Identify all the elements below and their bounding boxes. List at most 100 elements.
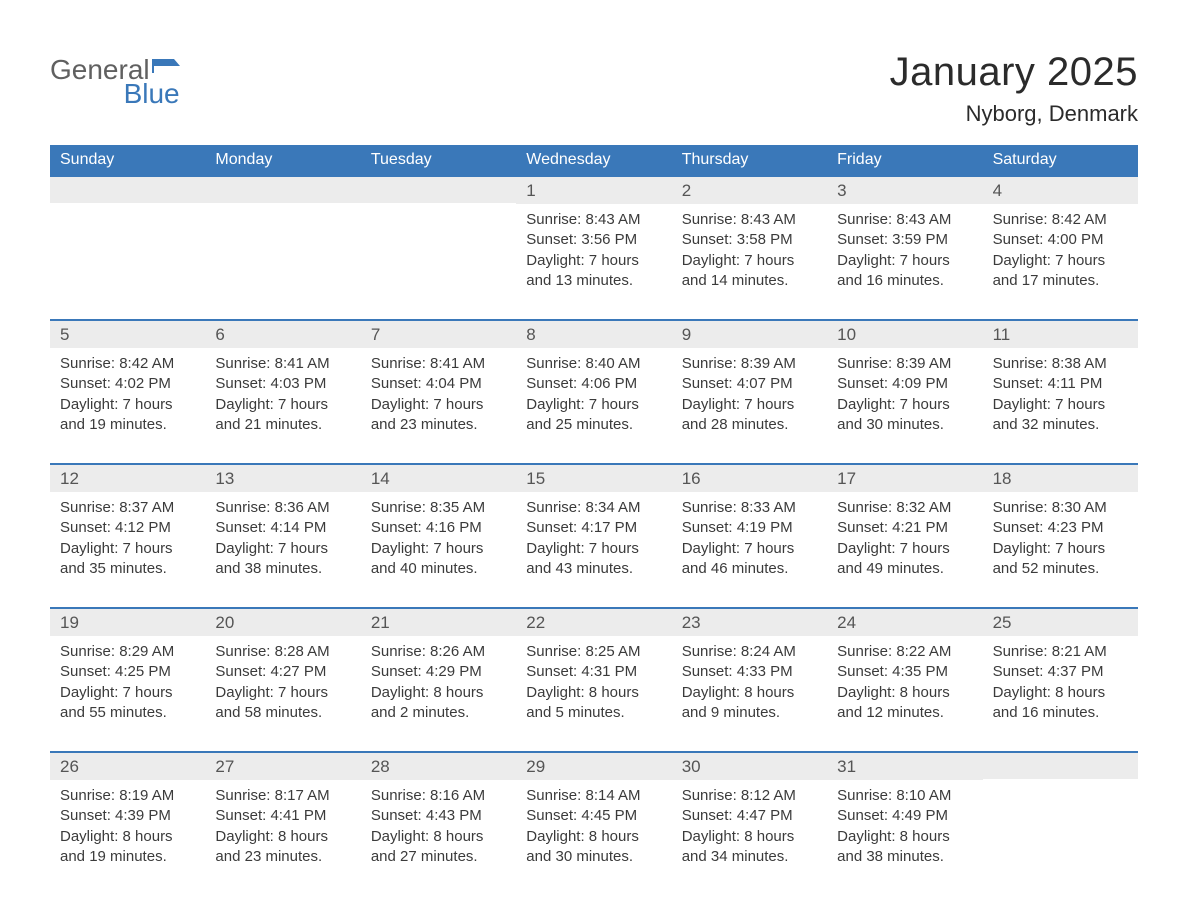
detail-daylight1: Daylight: 7 hours — [215, 395, 350, 415]
dayname-wednesday: Wednesday — [516, 145, 671, 175]
day-number: 1 — [516, 177, 671, 204]
day-number: 31 — [827, 753, 982, 780]
detail-sunrise: Sunrise: 8:37 AM — [60, 498, 195, 518]
detail-daylight1: Daylight: 8 hours — [526, 683, 661, 703]
detail-sunset: Sunset: 4:33 PM — [682, 662, 817, 682]
detail-daylight1: Daylight: 8 hours — [526, 827, 661, 847]
detail-daylight2: and 13 minutes. — [526, 271, 661, 291]
detail-sunrise: Sunrise: 8:41 AM — [215, 354, 350, 374]
detail-sunset: Sunset: 4:21 PM — [837, 518, 972, 538]
day-number: 24 — [827, 609, 982, 636]
day-detail: Sunrise: 8:29 AMSunset: 4:25 PMDaylight:… — [50, 636, 205, 723]
day-number — [361, 177, 516, 203]
detail-sunset: Sunset: 4:27 PM — [215, 662, 350, 682]
day-detail: Sunrise: 8:39 AMSunset: 4:07 PMDaylight:… — [672, 348, 827, 435]
detail-sunrise: Sunrise: 8:29 AM — [60, 642, 195, 662]
detail-sunset: Sunset: 4:06 PM — [526, 374, 661, 394]
detail-daylight1: Daylight: 7 hours — [60, 683, 195, 703]
day-detail: Sunrise: 8:21 AMSunset: 4:37 PMDaylight:… — [983, 636, 1138, 723]
detail-sunset: Sunset: 4:29 PM — [371, 662, 506, 682]
detail-daylight2: and 34 minutes. — [682, 847, 817, 867]
detail-daylight2: and 55 minutes. — [60, 703, 195, 723]
day-number: 12 — [50, 465, 205, 492]
detail-daylight1: Daylight: 7 hours — [993, 251, 1128, 271]
calendar-cell: 14Sunrise: 8:35 AMSunset: 4:16 PMDayligh… — [361, 465, 516, 585]
detail-sunset: Sunset: 4:03 PM — [215, 374, 350, 394]
day-detail: Sunrise: 8:42 AMSunset: 4:02 PMDaylight:… — [50, 348, 205, 435]
calendar-cell: 8Sunrise: 8:40 AMSunset: 4:06 PMDaylight… — [516, 321, 671, 441]
detail-daylight2: and 25 minutes. — [526, 415, 661, 435]
detail-sunrise: Sunrise: 8:24 AM — [682, 642, 817, 662]
detail-sunrise: Sunrise: 8:33 AM — [682, 498, 817, 518]
day-detail: Sunrise: 8:43 AMSunset: 3:59 PMDaylight:… — [827, 204, 982, 291]
day-detail: Sunrise: 8:38 AMSunset: 4:11 PMDaylight:… — [983, 348, 1138, 435]
day-number: 6 — [205, 321, 360, 348]
calendar-cell: 29Sunrise: 8:14 AMSunset: 4:45 PMDayligh… — [516, 753, 671, 873]
month-title: January 2025 — [890, 50, 1138, 95]
calendar-cell: 28Sunrise: 8:16 AMSunset: 4:43 PMDayligh… — [361, 753, 516, 873]
calendar-cell: 2Sunrise: 8:43 AMSunset: 3:58 PMDaylight… — [672, 177, 827, 297]
day-detail: Sunrise: 8:26 AMSunset: 4:29 PMDaylight:… — [361, 636, 516, 723]
detail-sunset: Sunset: 4:16 PM — [371, 518, 506, 538]
detail-sunset: Sunset: 4:02 PM — [60, 374, 195, 394]
dayname-row: Sunday Monday Tuesday Wednesday Thursday… — [50, 145, 1138, 175]
detail-sunset: Sunset: 4:19 PM — [682, 518, 817, 538]
day-number: 17 — [827, 465, 982, 492]
day-number: 7 — [361, 321, 516, 348]
detail-sunrise: Sunrise: 8:42 AM — [993, 210, 1128, 230]
day-number: 26 — [50, 753, 205, 780]
detail-daylight1: Daylight: 8 hours — [993, 683, 1128, 703]
day-number: 20 — [205, 609, 360, 636]
calendar-cell: 10Sunrise: 8:39 AMSunset: 4:09 PMDayligh… — [827, 321, 982, 441]
day-detail: Sunrise: 8:19 AMSunset: 4:39 PMDaylight:… — [50, 780, 205, 867]
dayname-friday: Friday — [827, 145, 982, 175]
detail-sunset: Sunset: 3:59 PM — [837, 230, 972, 250]
day-number: 2 — [672, 177, 827, 204]
day-detail: Sunrise: 8:36 AMSunset: 4:14 PMDaylight:… — [205, 492, 360, 579]
detail-sunrise: Sunrise: 8:35 AM — [371, 498, 506, 518]
detail-daylight2: and 19 minutes. — [60, 847, 195, 867]
detail-sunset: Sunset: 4:47 PM — [682, 806, 817, 826]
calendar-cell: 26Sunrise: 8:19 AMSunset: 4:39 PMDayligh… — [50, 753, 205, 873]
calendar-cell: 31Sunrise: 8:10 AMSunset: 4:49 PMDayligh… — [827, 753, 982, 873]
detail-sunrise: Sunrise: 8:43 AM — [682, 210, 817, 230]
calendar-cell: 18Sunrise: 8:30 AMSunset: 4:23 PMDayligh… — [983, 465, 1138, 585]
detail-daylight1: Daylight: 7 hours — [215, 683, 350, 703]
detail-sunrise: Sunrise: 8:22 AM — [837, 642, 972, 662]
calendar-cell: 24Sunrise: 8:22 AMSunset: 4:35 PMDayligh… — [827, 609, 982, 729]
detail-sunset: Sunset: 4:39 PM — [60, 806, 195, 826]
day-number: 21 — [361, 609, 516, 636]
dayname-saturday: Saturday — [983, 145, 1138, 175]
dayname-thursday: Thursday — [672, 145, 827, 175]
detail-daylight2: and 23 minutes. — [371, 415, 506, 435]
dayname-tuesday: Tuesday — [361, 145, 516, 175]
detail-daylight1: Daylight: 7 hours — [682, 251, 817, 271]
day-detail: Sunrise: 8:43 AMSunset: 3:56 PMDaylight:… — [516, 204, 671, 291]
calendar-cell: 23Sunrise: 8:24 AMSunset: 4:33 PMDayligh… — [672, 609, 827, 729]
detail-daylight1: Daylight: 7 hours — [371, 539, 506, 559]
day-number: 15 — [516, 465, 671, 492]
calendar-cell — [205, 177, 360, 297]
detail-sunset: Sunset: 4:04 PM — [371, 374, 506, 394]
day-number: 18 — [983, 465, 1138, 492]
detail-daylight1: Daylight: 8 hours — [371, 827, 506, 847]
calendar-cell: 3Sunrise: 8:43 AMSunset: 3:59 PMDaylight… — [827, 177, 982, 297]
calendar-cell — [361, 177, 516, 297]
calendar-cell: 25Sunrise: 8:21 AMSunset: 4:37 PMDayligh… — [983, 609, 1138, 729]
day-number: 9 — [672, 321, 827, 348]
detail-sunset: Sunset: 4:25 PM — [60, 662, 195, 682]
calendar-cell: 4Sunrise: 8:42 AMSunset: 4:00 PMDaylight… — [983, 177, 1138, 297]
day-number — [205, 177, 360, 203]
day-number: 22 — [516, 609, 671, 636]
day-detail: Sunrise: 8:25 AMSunset: 4:31 PMDaylight:… — [516, 636, 671, 723]
calendar-cell: 13Sunrise: 8:36 AMSunset: 4:14 PMDayligh… — [205, 465, 360, 585]
detail-daylight1: Daylight: 8 hours — [682, 827, 817, 847]
day-number: 10 — [827, 321, 982, 348]
detail-daylight1: Daylight: 8 hours — [837, 683, 972, 703]
day-detail: Sunrise: 8:43 AMSunset: 3:58 PMDaylight:… — [672, 204, 827, 291]
calendar-cell: 7Sunrise: 8:41 AMSunset: 4:04 PMDaylight… — [361, 321, 516, 441]
calendar-cell — [50, 177, 205, 297]
dayname-sunday: Sunday — [50, 145, 205, 175]
calendar-cell: 21Sunrise: 8:26 AMSunset: 4:29 PMDayligh… — [361, 609, 516, 729]
day-detail: Sunrise: 8:35 AMSunset: 4:16 PMDaylight:… — [361, 492, 516, 579]
